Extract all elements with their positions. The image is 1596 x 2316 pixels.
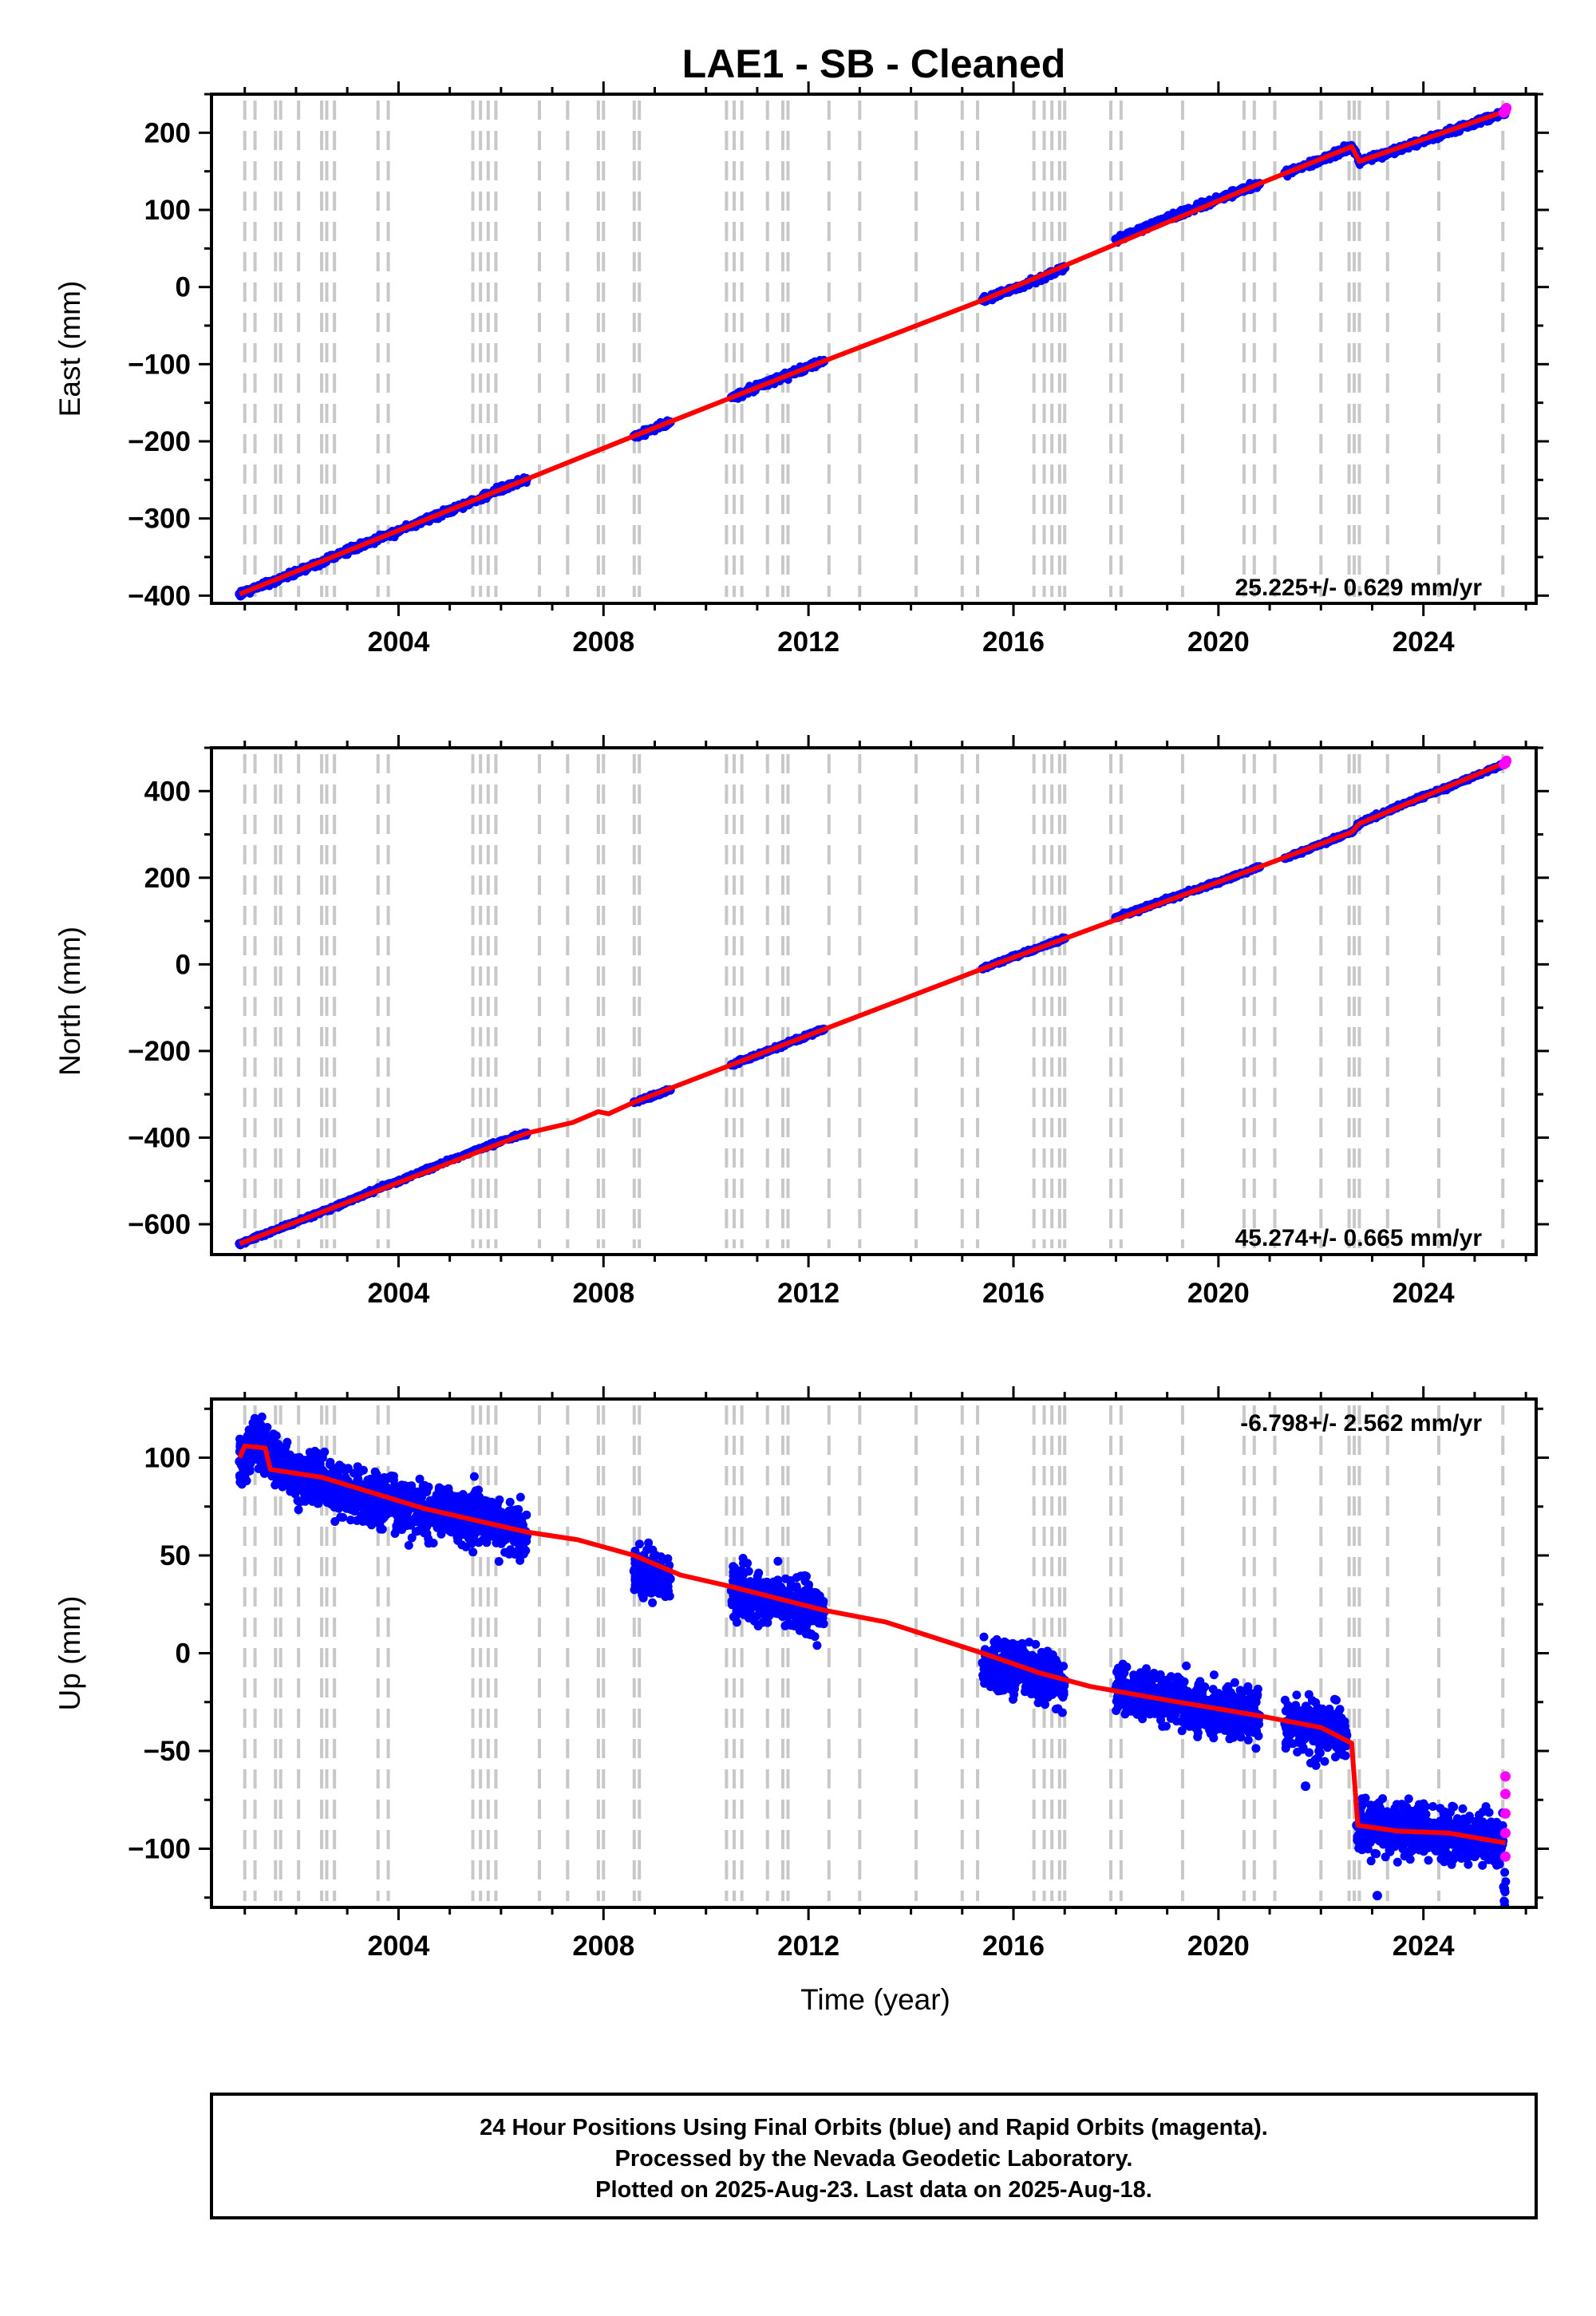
x-tick-label: 2016 (982, 626, 1045, 658)
y-tick-label: 0 (176, 272, 191, 303)
north-panel: 2004 2008 2012 2016 2020 2024−600−400−2000200… (53, 735, 1549, 1309)
y-tick-label: −400 (128, 580, 191, 611)
event-lines (243, 101, 1505, 597)
data-point (1144, 221, 1152, 229)
event-lines (243, 754, 1505, 1248)
model-fit-line (239, 760, 1507, 1247)
x-tick-label: 2020 (1187, 626, 1250, 658)
y-tick-label: 200 (144, 117, 191, 148)
final-orbit-points (235, 757, 1511, 1250)
chart-title: LAE1 - SB - Cleaned (682, 41, 1066, 86)
rapid-orbit-points (1499, 102, 1512, 118)
rapid-point (1501, 102, 1512, 113)
east-panel: 2004 2008 2012 2016 2020 2024 −400 −300 −200 −100… (53, 81, 1549, 658)
rapid-orbit-points (1499, 755, 1512, 770)
x-axis (243, 735, 1527, 1267)
final-orbit-points (235, 105, 1510, 601)
panel-frame (210, 93, 1538, 605)
x-tick-label: 2004 (367, 626, 429, 658)
rapid-point (1501, 755, 1512, 766)
data-point (1177, 205, 1186, 214)
data-point (1125, 228, 1134, 237)
x-tick-label: 2008 (572, 626, 634, 658)
y-tick-label: −200 (128, 426, 191, 457)
y-axis-label: East (mm) (53, 281, 86, 417)
data-point (1032, 279, 1041, 288)
model-fit-line (239, 109, 1507, 597)
y-tick-label: −300 (128, 504, 191, 535)
y-tick-label: 100 (144, 195, 191, 226)
x-tick-label: 2024 (1393, 626, 1455, 658)
y-tick-label: −100 (128, 349, 191, 380)
y-axis (199, 93, 1549, 597)
panel-frame (210, 746, 1538, 1256)
x-axis (243, 81, 1527, 616)
rate-label: 25.225+/- 0.629 mm/yr (1235, 575, 1483, 601)
x-tick-label: 2012 (777, 626, 839, 658)
